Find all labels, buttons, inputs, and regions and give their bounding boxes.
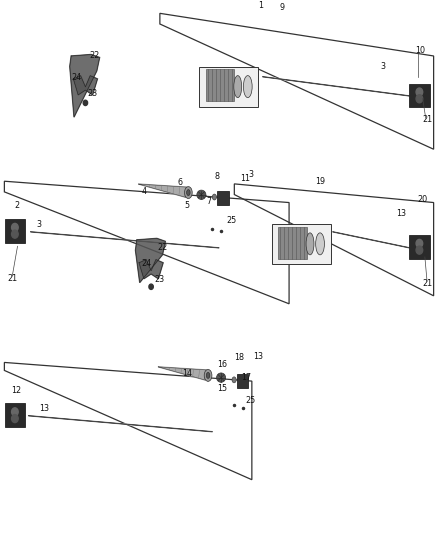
Text: 8: 8 xyxy=(214,173,219,181)
Text: 6: 6 xyxy=(177,178,182,187)
Circle shape xyxy=(416,239,423,247)
Text: 11: 11 xyxy=(240,174,250,183)
Circle shape xyxy=(416,246,423,254)
Circle shape xyxy=(149,284,153,289)
Ellipse shape xyxy=(232,377,236,383)
Bar xyxy=(278,227,307,259)
Text: 3: 3 xyxy=(381,62,386,71)
Polygon shape xyxy=(70,54,100,117)
FancyBboxPatch shape xyxy=(409,84,430,107)
Text: 21: 21 xyxy=(7,274,18,282)
Text: 25: 25 xyxy=(245,397,256,405)
Polygon shape xyxy=(31,232,219,248)
Circle shape xyxy=(11,415,18,423)
Text: 12: 12 xyxy=(11,386,22,394)
Ellipse shape xyxy=(306,233,314,255)
Text: 20: 20 xyxy=(417,196,428,204)
Polygon shape xyxy=(158,367,206,380)
Polygon shape xyxy=(28,416,212,432)
Text: 2: 2 xyxy=(14,201,19,210)
Text: 18: 18 xyxy=(234,353,244,361)
Bar xyxy=(217,191,229,205)
Text: 21: 21 xyxy=(422,116,432,124)
Circle shape xyxy=(416,95,423,103)
Text: 13: 13 xyxy=(396,209,406,217)
Text: 15: 15 xyxy=(217,384,228,392)
FancyBboxPatch shape xyxy=(5,403,25,427)
Text: 22: 22 xyxy=(89,52,99,60)
Text: 21: 21 xyxy=(422,279,432,288)
Text: 24: 24 xyxy=(141,260,152,268)
Text: 4: 4 xyxy=(142,188,147,196)
Ellipse shape xyxy=(234,76,242,98)
Text: 14: 14 xyxy=(182,369,192,377)
Polygon shape xyxy=(263,77,410,96)
Circle shape xyxy=(11,230,18,238)
Text: 1: 1 xyxy=(258,1,263,10)
Ellipse shape xyxy=(184,187,192,199)
Ellipse shape xyxy=(216,373,226,382)
Text: 24: 24 xyxy=(71,73,82,82)
Polygon shape xyxy=(74,76,97,95)
Bar xyxy=(199,67,258,107)
Text: 17: 17 xyxy=(241,373,251,382)
FancyBboxPatch shape xyxy=(409,235,430,259)
Polygon shape xyxy=(139,260,163,279)
Polygon shape xyxy=(333,232,410,248)
Text: 16: 16 xyxy=(218,360,227,369)
Text: 22: 22 xyxy=(157,243,167,252)
Circle shape xyxy=(11,408,18,416)
Ellipse shape xyxy=(206,373,210,378)
Bar xyxy=(206,69,234,101)
Ellipse shape xyxy=(244,76,252,98)
Ellipse shape xyxy=(187,190,190,196)
Text: 3: 3 xyxy=(248,171,253,179)
Ellipse shape xyxy=(204,369,212,382)
Text: 9: 9 xyxy=(280,4,285,12)
Text: 23: 23 xyxy=(87,89,97,98)
Ellipse shape xyxy=(212,194,216,200)
Text: 23: 23 xyxy=(155,275,165,284)
Text: 3: 3 xyxy=(37,220,42,229)
Text: 10: 10 xyxy=(416,46,425,55)
Text: 13: 13 xyxy=(254,352,263,360)
Text: 5: 5 xyxy=(184,201,190,210)
Text: 13: 13 xyxy=(39,405,49,413)
Circle shape xyxy=(83,100,88,106)
Bar xyxy=(237,374,248,388)
Ellipse shape xyxy=(316,233,325,255)
Ellipse shape xyxy=(197,190,206,199)
Polygon shape xyxy=(138,184,187,197)
Polygon shape xyxy=(135,238,166,282)
Text: 19: 19 xyxy=(314,177,325,185)
Circle shape xyxy=(11,223,18,231)
FancyBboxPatch shape xyxy=(5,219,25,243)
Bar xyxy=(272,224,331,264)
Text: 25: 25 xyxy=(226,216,237,224)
Circle shape xyxy=(416,88,423,96)
Text: 7: 7 xyxy=(207,197,212,206)
